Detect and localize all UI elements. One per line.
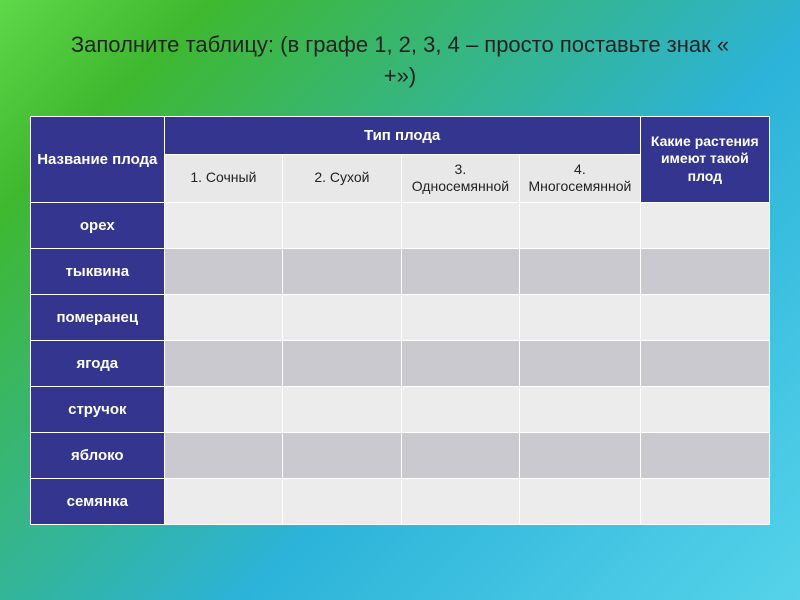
table-row: померанец <box>31 294 770 340</box>
cell[interactable] <box>520 294 640 340</box>
cell[interactable] <box>164 386 283 432</box>
cell[interactable] <box>164 340 283 386</box>
cell[interactable] <box>164 432 283 478</box>
cell[interactable] <box>520 340 640 386</box>
cell[interactable] <box>520 202 640 248</box>
cell[interactable] <box>283 340 402 386</box>
row-label: орех <box>31 202 165 248</box>
subheader-4: 4. Многосемянной <box>520 154 640 202</box>
header-name: Название плода <box>31 116 165 202</box>
cell[interactable] <box>640 340 769 386</box>
page-title: Заполните таблицу: (в графе 1, 2, 3, 4 –… <box>60 30 740 92</box>
header-plants: Какие растения имеют такой плод <box>640 116 769 202</box>
cell[interactable] <box>520 248 640 294</box>
cell[interactable] <box>283 386 402 432</box>
cell[interactable] <box>164 202 283 248</box>
cell[interactable] <box>520 386 640 432</box>
cell[interactable] <box>283 294 402 340</box>
cell[interactable] <box>283 202 402 248</box>
subheader-3: 3. Односемянной <box>401 154 520 202</box>
cell[interactable] <box>283 248 402 294</box>
row-label: тыквина <box>31 248 165 294</box>
row-label: ягода <box>31 340 165 386</box>
cell[interactable] <box>640 386 769 432</box>
cell[interactable] <box>401 386 520 432</box>
cell[interactable] <box>283 432 402 478</box>
row-label: стручок <box>31 386 165 432</box>
cell[interactable] <box>640 478 769 524</box>
cell[interactable] <box>640 202 769 248</box>
cell[interactable] <box>401 340 520 386</box>
cell[interactable] <box>401 478 520 524</box>
table-row: яблоко <box>31 432 770 478</box>
cell[interactable] <box>640 432 769 478</box>
header-type-group: Тип плода <box>164 116 640 154</box>
cell[interactable] <box>164 294 283 340</box>
table-container: Название плода Тип плода Какие растения … <box>30 116 770 525</box>
cell[interactable] <box>401 294 520 340</box>
fruit-types-table: Название плода Тип плода Какие растения … <box>30 116 770 525</box>
table-row: стручок <box>31 386 770 432</box>
cell[interactable] <box>164 248 283 294</box>
cell[interactable] <box>401 248 520 294</box>
cell[interactable] <box>283 478 402 524</box>
cell[interactable] <box>640 248 769 294</box>
table-row: тыквина <box>31 248 770 294</box>
row-label: семянка <box>31 478 165 524</box>
row-label: яблоко <box>31 432 165 478</box>
cell[interactable] <box>520 478 640 524</box>
cell[interactable] <box>520 432 640 478</box>
table-row: орех <box>31 202 770 248</box>
cell[interactable] <box>164 478 283 524</box>
row-label: померанец <box>31 294 165 340</box>
cell[interactable] <box>401 432 520 478</box>
subheader-2: 2. Сухой <box>283 154 402 202</box>
cell[interactable] <box>640 294 769 340</box>
subheader-1: 1. Сочный <box>164 154 283 202</box>
table-row: семянка <box>31 478 770 524</box>
table-row: ягода <box>31 340 770 386</box>
cell[interactable] <box>401 202 520 248</box>
